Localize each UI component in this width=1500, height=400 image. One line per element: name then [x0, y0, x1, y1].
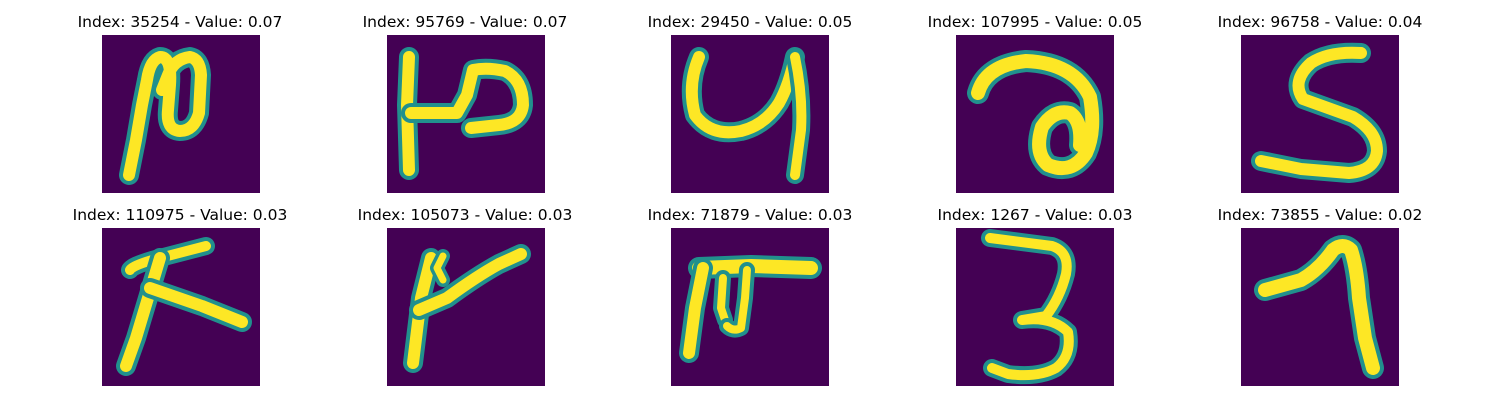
panel-title: Index: 71879 - Value: 0.03	[647, 206, 853, 224]
panel-title: Index: 105073 - Value: 0.03	[357, 206, 573, 224]
panel-2: Index: 29450 - Value: 0.05	[600, 12, 900, 207]
panel-title: Index: 1267 - Value: 0.03	[937, 206, 1133, 224]
panel-title: Index: 35254 - Value: 0.07	[77, 13, 283, 31]
panel-6: Index: 105073 - Value: 0.03	[315, 205, 615, 400]
panel-9: Index: 73855 - Value: 0.02	[1170, 205, 1470, 400]
glyph-image	[671, 35, 829, 193]
glyph-image	[387, 35, 545, 193]
panel-title: Index: 107995 - Value: 0.05	[927, 13, 1143, 31]
panel-4: Index: 96758 - Value: 0.04	[1170, 12, 1470, 207]
panel-7: Index: 71879 - Value: 0.03	[600, 205, 900, 400]
panel-title: Index: 95769 - Value: 0.07	[362, 13, 568, 31]
panel-5: Index: 110975 - Value: 0.03	[30, 205, 330, 400]
glyph-image	[387, 228, 545, 386]
panel-title: Index: 29450 - Value: 0.05	[647, 13, 853, 31]
panel-8: Index: 1267 - Value: 0.03	[885, 205, 1185, 400]
panel-3: Index: 107995 - Value: 0.05	[885, 12, 1185, 207]
panel-title: Index: 110975 - Value: 0.03	[72, 206, 288, 224]
panel-1: Index: 95769 - Value: 0.07	[315, 12, 615, 207]
glyph-image	[671, 228, 829, 386]
panel-title: Index: 96758 - Value: 0.04	[1217, 13, 1423, 31]
panel-0: Index: 35254 - Value: 0.07	[30, 12, 330, 207]
panel-title: Index: 73855 - Value: 0.02	[1217, 206, 1423, 224]
glyph-image	[1241, 35, 1399, 193]
glyph-image	[956, 35, 1114, 193]
glyph-image	[102, 35, 260, 193]
glyph-image	[956, 228, 1114, 386]
glyph-image	[1241, 228, 1399, 386]
glyph-image	[102, 228, 260, 386]
